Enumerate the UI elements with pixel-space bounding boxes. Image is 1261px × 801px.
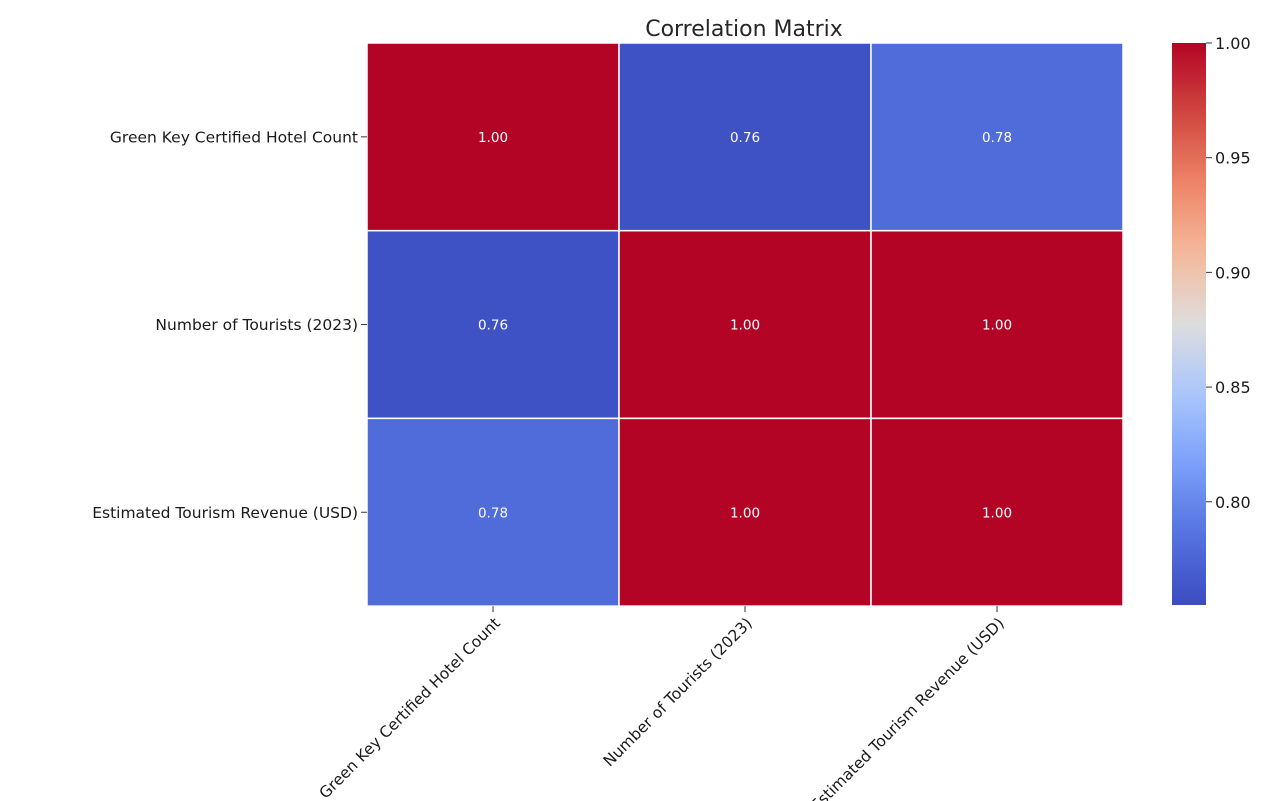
colorbar-tick-label: 0.85 (1215, 378, 1251, 397)
column-tick-label: Green Key Certified Hotel Count (316, 614, 504, 801)
heatmap-cell-labels: 1.00 0.76 0.78 0.76 1.00 1.00 0.78 1.00 1.00 (478, 130, 1012, 521)
row-tick-label: Green Key Certified Hotel Count (110, 128, 358, 146)
column-tick-label: Number of Tourists (2023) (600, 614, 756, 770)
heatmap-cell-r2-c1 (618, 417, 872, 607)
colorbar: 0.80 0.85 0.90 0.95 1.00 (1172, 34, 1251, 605)
cell-value-label: 0.76 (478, 318, 508, 334)
chart-title: Correlation Matrix (645, 17, 843, 42)
colorbar-tick-label: 0.90 (1215, 263, 1251, 282)
cell-value-label: 1.00 (730, 318, 760, 334)
colorbar-tick-label: 0.80 (1215, 493, 1251, 512)
column-tick-labels: Green Key Certified Hotel Count Number of… (316, 606, 1008, 801)
heatmap-cell-r0-c2 (870, 42, 1124, 232)
cell-value-label: 1.00 (982, 505, 1012, 521)
row-tick-label: Estimated Tourism Revenue (USD) (92, 504, 358, 522)
cell-value-label: 0.78 (982, 130, 1012, 146)
heatmap-cell-r0-c0 (366, 42, 620, 232)
cell-value-label: 1.00 (982, 318, 1012, 334)
cell-value-label: 1.00 (730, 505, 760, 521)
column-tick-label: Estimated Tourism Revenue (USD) (807, 614, 1008, 801)
heatmap-cell-r1-c1 (618, 229, 872, 420)
heatmap-cells (366, 42, 1124, 607)
row-tick-labels: Green Key Certified Hotel Count Number of… (92, 128, 367, 522)
heatmap-cell-r1-c0 (366, 229, 620, 420)
colorbar-tick-label: 0.95 (1215, 149, 1251, 168)
cell-value-label: 1.00 (478, 130, 508, 146)
cell-value-label: 0.76 (730, 130, 760, 146)
colorbar-tick-label: 1.00 (1215, 34, 1251, 53)
row-tick-label: Number of Tourists (2023) (155, 316, 358, 334)
colorbar-gradient (1172, 43, 1206, 605)
heatmap-cell-r0-c1 (618, 42, 872, 232)
heatmap-cell-r1-c2 (870, 229, 1124, 420)
cell-value-label: 0.78 (478, 505, 508, 521)
